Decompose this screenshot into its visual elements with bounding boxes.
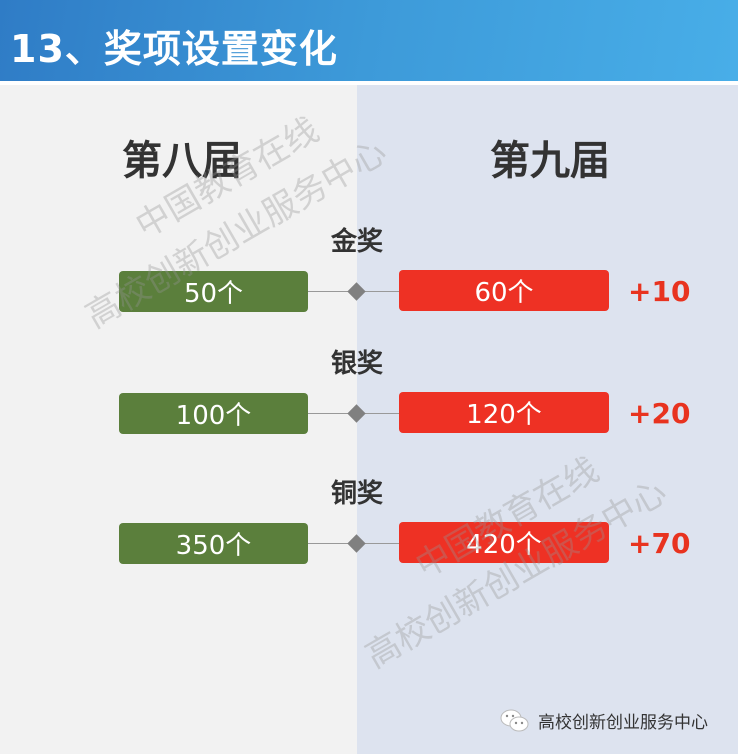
edition-9-count: 120个 <box>399 392 609 433</box>
header-bar: 13、奖项设置变化 <box>0 0 738 81</box>
edition-9-heading: 第九届 <box>490 138 610 184</box>
edition-8-count: 50个 <box>119 271 308 312</box>
edition-8-heading: 第八届 <box>122 138 242 184</box>
award-label: 铜奖 <box>330 479 383 509</box>
award-label: 银奖 <box>330 349 383 379</box>
edition-8-count: 100个 <box>119 393 308 434</box>
award-label: 金奖 <box>330 227 383 257</box>
change-value: +10 <box>628 275 691 308</box>
change-value: +70 <box>628 527 691 560</box>
page-title: 13、奖项设置变化 <box>10 27 338 71</box>
wechat-icon <box>500 709 529 731</box>
footer-credit: 高校创新创业服务中心 <box>500 708 708 733</box>
change-value: +20 <box>628 397 691 430</box>
footer-text: 高校创新创业服务中心 <box>538 713 708 733</box>
edition-9-count: 420个 <box>399 522 609 563</box>
edition-9-count: 60个 <box>399 270 609 311</box>
edition-8-count: 350个 <box>119 523 308 564</box>
